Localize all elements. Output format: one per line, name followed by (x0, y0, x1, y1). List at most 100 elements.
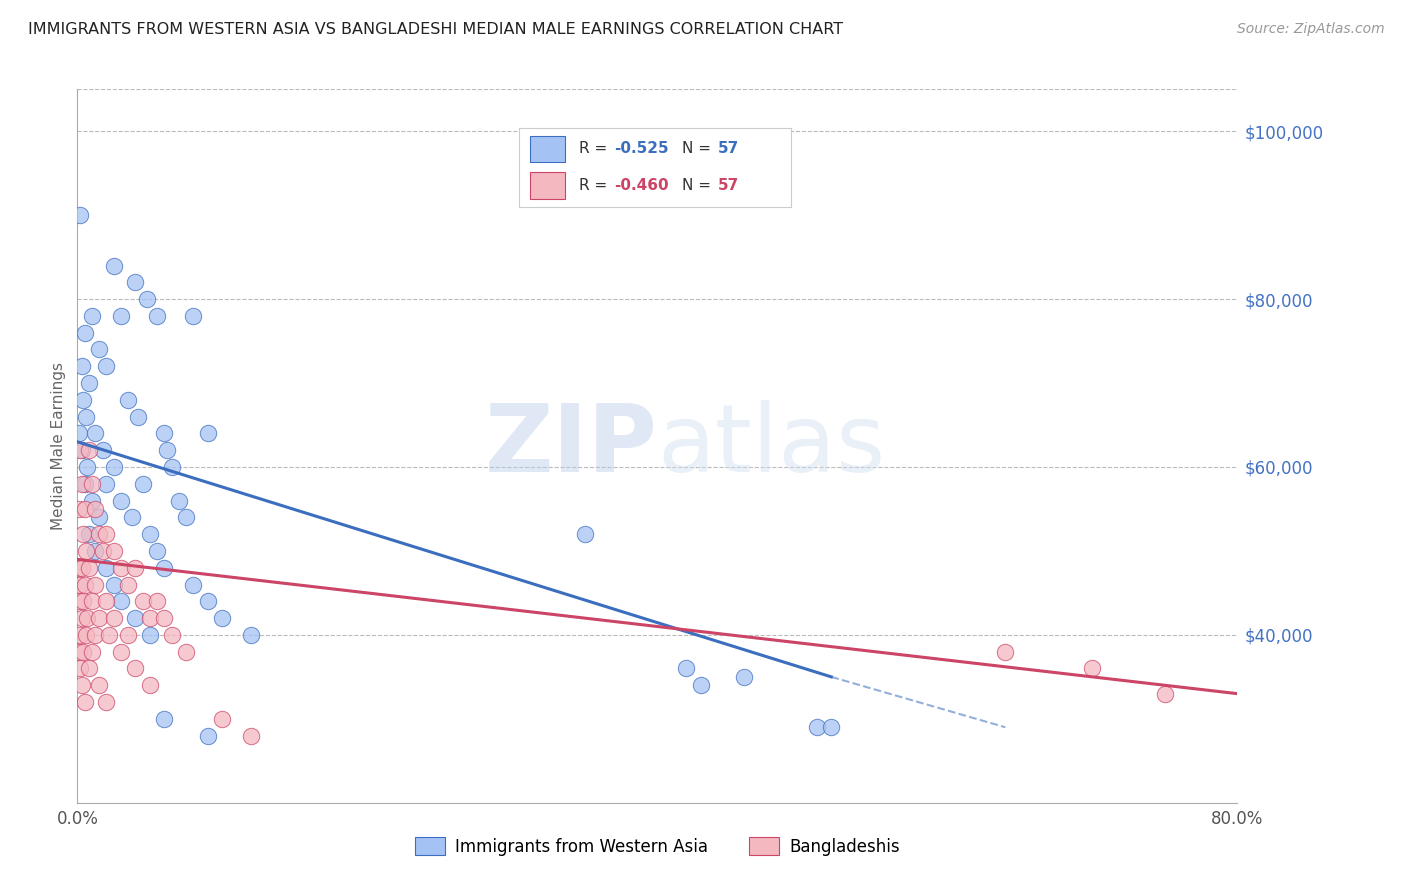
Point (1153, 687, 1175, 701)
Point (153, 560, 176, 574)
Point (820, 720, 842, 734)
Point (174, 510, 197, 524)
Point (70, 611, 93, 625)
Point (197, 426, 219, 441)
Legend: Immigrants from Western Asia, Bangladeshis: Immigrants from Western Asia, Bangladesh… (408, 830, 907, 863)
Point (994, 645, 1017, 659)
Point (110, 645, 132, 659)
Point (73, 326, 96, 340)
Point (146, 309, 169, 323)
Point (73, 502, 96, 516)
Point (139, 628, 162, 642)
Point (146, 544, 169, 558)
Point (183, 309, 205, 323)
Point (211, 611, 233, 625)
Point (67, 645, 90, 659)
Point (103, 460, 125, 475)
Point (121, 510, 143, 524)
Point (87, 343, 110, 357)
Point (76, 460, 98, 475)
Point (160, 460, 183, 475)
Point (689, 678, 711, 692)
Point (240, 729, 263, 743)
Point (76, 611, 98, 625)
Point (124, 560, 146, 574)
Point (87, 510, 110, 524)
Point (67, 560, 90, 574)
Point (96, 560, 118, 574)
Point (80, 309, 103, 323)
Point (96, 695, 118, 709)
Y-axis label: Median Male Earnings: Median Male Earnings (51, 362, 66, 530)
Point (183, 577, 205, 591)
Point (70, 443, 93, 458)
Point (733, 670, 755, 684)
Point (240, 628, 263, 642)
Point (67, 502, 90, 516)
Bar (530, 172, 565, 199)
Text: Source: ZipAtlas.com: Source: ZipAtlas.com (1237, 22, 1385, 37)
Text: R =: R = (579, 178, 612, 193)
Point (72, 594, 94, 608)
Point (574, 527, 596, 541)
Point (110, 560, 132, 574)
Point (153, 611, 176, 625)
Point (110, 493, 132, 508)
Point (87, 527, 110, 541)
Point (72, 527, 94, 541)
Point (93, 544, 115, 558)
Text: N =: N = (682, 142, 716, 156)
Point (77, 443, 100, 458)
Point (131, 594, 153, 608)
Point (67, 594, 90, 608)
Point (83, 577, 105, 591)
Point (96, 594, 118, 608)
Point (70, 476, 93, 491)
Point (139, 678, 162, 692)
Point (124, 661, 146, 675)
Point (80, 594, 103, 608)
Point (80, 645, 103, 659)
Point (174, 645, 197, 659)
Point (83, 426, 105, 441)
Point (69, 208, 91, 222)
Point (87, 611, 110, 625)
Point (70, 359, 93, 374)
Point (80, 476, 103, 491)
Point (124, 611, 146, 625)
Point (69, 577, 91, 591)
Point (139, 611, 162, 625)
Point (80, 493, 103, 508)
Text: N =: N = (682, 178, 716, 193)
Point (117, 577, 139, 591)
Point (69, 443, 91, 458)
Point (75, 409, 97, 424)
Point (70, 560, 93, 574)
Point (211, 712, 233, 726)
Point (167, 493, 190, 508)
Text: ZIP: ZIP (485, 400, 658, 492)
Point (69, 628, 91, 642)
Point (83, 628, 105, 642)
Point (136, 292, 159, 306)
Point (197, 729, 219, 743)
Text: -0.460: -0.460 (614, 178, 669, 193)
Point (110, 309, 132, 323)
Point (153, 426, 176, 441)
Point (98, 628, 121, 642)
Point (69, 661, 91, 675)
Point (124, 275, 146, 289)
Point (67, 426, 90, 441)
Point (156, 443, 179, 458)
Point (197, 594, 219, 608)
Point (806, 720, 828, 734)
Bar (530, 136, 565, 162)
Point (160, 628, 183, 642)
Point (146, 594, 169, 608)
Point (73, 695, 96, 709)
Point (73, 577, 96, 591)
Point (72, 645, 94, 659)
Point (117, 628, 139, 642)
Text: 57: 57 (718, 142, 740, 156)
Point (83, 502, 105, 516)
